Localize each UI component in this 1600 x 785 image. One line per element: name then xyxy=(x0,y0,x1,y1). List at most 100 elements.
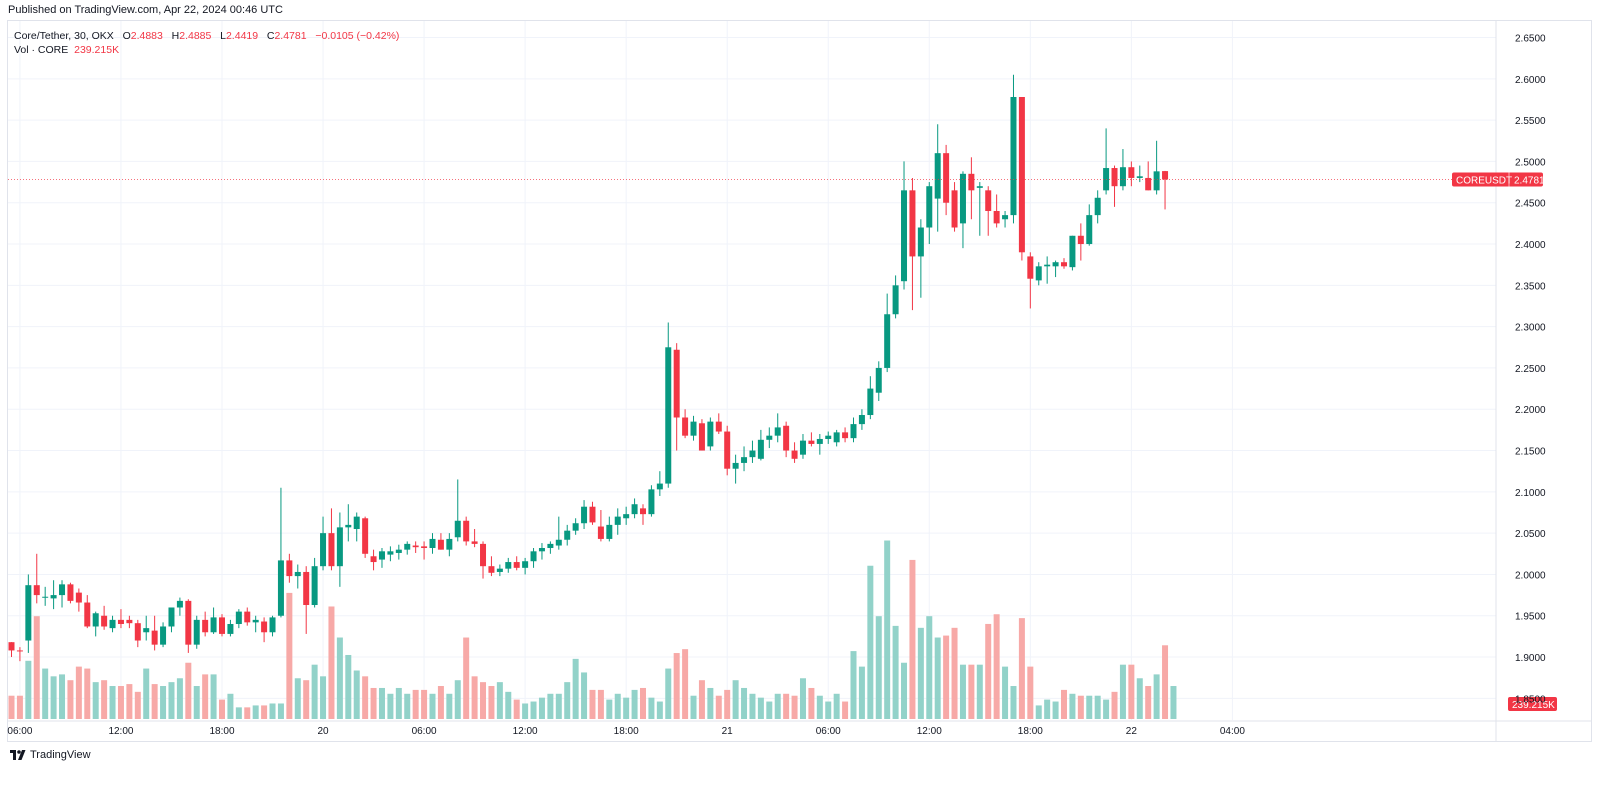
last-price-symbol: COREUSDT xyxy=(1456,176,1512,187)
volume-bar xyxy=(50,676,57,719)
candle-body xyxy=(92,613,99,627)
volume-bar xyxy=(614,693,621,719)
candle-body xyxy=(160,626,167,645)
tradingview-logo-icon xyxy=(10,750,26,760)
volume-bar xyxy=(151,684,158,719)
candle-body xyxy=(732,462,739,469)
candle-body xyxy=(606,524,613,539)
candle xyxy=(749,440,756,463)
candle xyxy=(934,124,941,232)
candle xyxy=(808,432,815,447)
candle xyxy=(1002,210,1009,228)
candle xyxy=(985,186,992,236)
candle-body xyxy=(67,584,74,601)
candle-body xyxy=(808,440,815,444)
candle-body xyxy=(648,489,655,515)
candle xyxy=(101,605,108,630)
volume-bar xyxy=(446,693,453,719)
price-axis: 1.8500 1.9000 1.9500 2.0000 2.0500 2.1000 2.15… xyxy=(1515,34,1546,706)
candle xyxy=(328,508,335,571)
candle xyxy=(926,182,933,245)
volume-bar xyxy=(101,680,108,719)
change-value: −0.0105 (−0.42%) xyxy=(315,30,400,42)
candle xyxy=(84,595,91,629)
candle xyxy=(227,619,234,637)
candle xyxy=(395,544,402,560)
volume-bar xyxy=(564,682,571,719)
candle-body xyxy=(665,347,672,484)
volume-bar xyxy=(741,687,748,719)
volume-bar xyxy=(109,686,116,719)
time-tick-label: 12:00 xyxy=(513,726,538,737)
volume-bar xyxy=(1119,664,1126,719)
candle xyxy=(117,609,124,629)
candle xyxy=(959,171,966,249)
candle-body xyxy=(892,285,899,315)
volume-bars xyxy=(8,540,1177,719)
time-axis: 06:00 12:00 18:00 20 06:00 12:00 18:00 21 06:00 1… xyxy=(7,726,1245,737)
candle xyxy=(269,615,276,637)
volume-bar xyxy=(16,695,23,719)
candle-body xyxy=(976,186,983,188)
price-tick-label: 2.3000 xyxy=(1515,323,1546,334)
candle-body xyxy=(429,538,436,549)
time-tick-label: 18:00 xyxy=(1018,726,1043,737)
volume-bar xyxy=(294,678,301,719)
candle-body xyxy=(614,516,621,525)
price-tick-label: 2.2000 xyxy=(1515,405,1546,416)
candle-body xyxy=(437,539,444,550)
candle-body xyxy=(530,551,537,562)
candle xyxy=(698,419,705,451)
volume-bar xyxy=(993,614,1000,719)
candle-body xyxy=(193,619,200,645)
volume-bar xyxy=(1061,689,1067,719)
candle xyxy=(421,541,428,560)
volume-row: Vol · CORE 239.215K xyxy=(14,43,399,57)
volume-bar xyxy=(1111,691,1118,719)
candle-body xyxy=(303,571,310,606)
volume-bar xyxy=(833,693,840,719)
volume-bar xyxy=(547,693,554,719)
volume-bar xyxy=(791,695,798,719)
candle-body xyxy=(783,425,790,451)
candle xyxy=(640,504,646,525)
candle-body xyxy=(1111,168,1118,187)
volume-bar xyxy=(185,662,192,719)
volume-bar xyxy=(219,699,225,719)
candle-body xyxy=(362,518,369,554)
candle xyxy=(741,446,748,472)
candle xyxy=(766,427,773,449)
candle xyxy=(202,611,209,637)
candle-body xyxy=(1044,264,1051,267)
candle xyxy=(33,553,40,604)
volume-bar xyxy=(1103,699,1110,719)
candle-body xyxy=(446,538,453,550)
candle xyxy=(1086,204,1093,246)
candle xyxy=(968,157,975,220)
price-tick-label: 1.9500 xyxy=(1515,612,1546,623)
volume-bar xyxy=(421,689,428,719)
candle xyxy=(320,516,327,571)
price-tick-label: 2.0500 xyxy=(1515,529,1546,540)
candle xyxy=(799,434,806,459)
volume-bar xyxy=(934,637,941,719)
candle xyxy=(378,548,385,568)
candle xyxy=(75,588,82,612)
volume-bar xyxy=(429,693,436,719)
candle-body xyxy=(1145,177,1152,191)
volume-bar xyxy=(623,697,630,719)
candle xyxy=(724,425,731,476)
volume-bar xyxy=(1086,695,1093,719)
open-value: 2.4883 xyxy=(130,30,163,42)
candle xyxy=(261,617,268,643)
volume-bar xyxy=(412,689,419,719)
grid-lines xyxy=(8,21,1591,741)
volume-bar xyxy=(336,637,343,719)
candle-body xyxy=(1035,266,1042,281)
volume-bar xyxy=(766,701,773,719)
volume-bar xyxy=(968,664,975,719)
volume-bar xyxy=(816,695,823,719)
candle xyxy=(1119,149,1126,191)
volume-bar xyxy=(328,606,335,719)
